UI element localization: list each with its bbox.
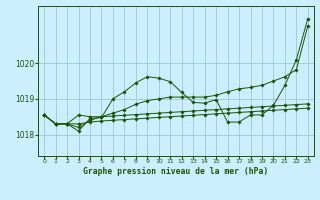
X-axis label: Graphe pression niveau de la mer (hPa): Graphe pression niveau de la mer (hPa) bbox=[84, 167, 268, 176]
